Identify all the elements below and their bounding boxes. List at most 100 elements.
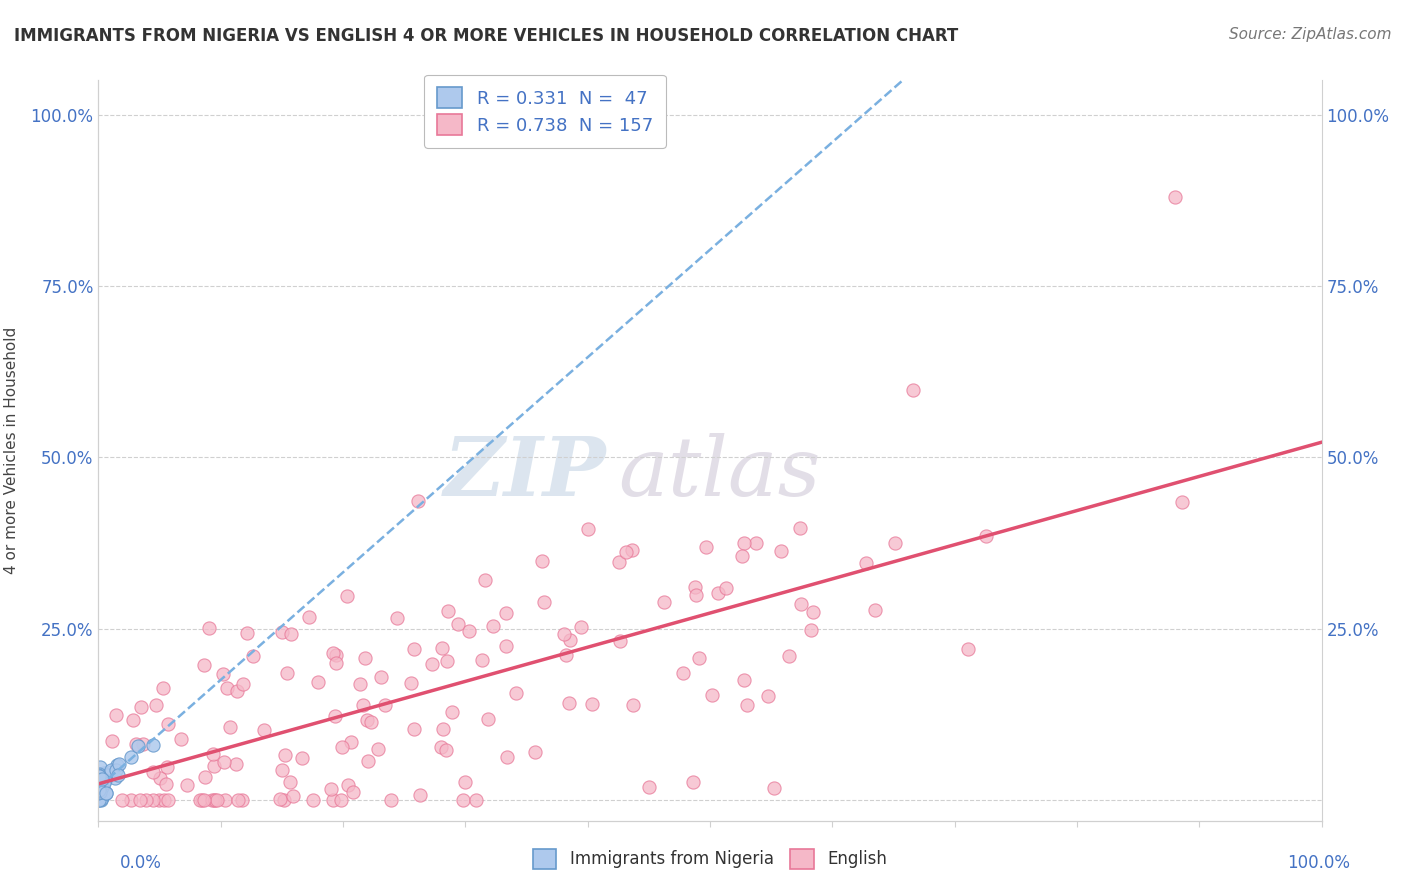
Point	[451, 793, 474, 807]
Point	[129, 793, 152, 807]
Point	[325, 657, 347, 671]
Point	[367, 742, 389, 756]
Point	[202, 793, 225, 807]
Point	[148, 793, 170, 807]
Point	[225, 756, 247, 771]
Point	[353, 650, 375, 665]
Point	[770, 543, 793, 558]
Point	[108, 756, 131, 771]
Point	[273, 793, 295, 807]
Point	[149, 771, 172, 785]
Y-axis label: 4 or more Vehicles in Household: 4 or more Vehicles in Household	[4, 326, 20, 574]
Point	[374, 698, 396, 713]
Point	[87, 793, 110, 807]
Point	[406, 493, 429, 508]
Point	[883, 535, 905, 549]
Point	[437, 604, 460, 618]
Point	[89, 772, 111, 786]
Point	[226, 793, 249, 807]
Point	[763, 780, 786, 795]
Point	[198, 621, 221, 635]
Point	[100, 765, 122, 780]
Point	[120, 793, 142, 807]
Point	[142, 793, 165, 807]
Point	[142, 739, 165, 753]
Point	[170, 731, 193, 746]
Point	[733, 535, 755, 549]
Point	[339, 735, 361, 749]
Point	[281, 789, 304, 803]
Point	[432, 722, 454, 736]
Point	[745, 536, 768, 550]
Point	[100, 734, 122, 748]
Point	[505, 686, 527, 700]
Point	[91, 782, 114, 797]
Point	[319, 782, 342, 797]
Point	[1164, 190, 1187, 204]
Point	[477, 712, 499, 726]
Point	[120, 750, 142, 764]
Point	[352, 698, 374, 712]
Point	[135, 793, 157, 807]
Point	[87, 779, 110, 793]
Point	[700, 688, 723, 702]
Point	[672, 666, 695, 681]
Point	[685, 580, 707, 594]
Legend: Immigrants from Nigeria, English: Immigrants from Nigeria, English	[526, 843, 894, 875]
Point	[278, 775, 301, 789]
Point	[524, 745, 547, 759]
Point	[901, 383, 924, 397]
Point	[330, 740, 353, 755]
Point	[430, 740, 453, 755]
Text: 0.0%: 0.0%	[120, 855, 162, 872]
Point	[127, 739, 149, 753]
Point	[129, 699, 152, 714]
Text: ZIP: ZIP	[443, 433, 606, 513]
Point	[87, 768, 110, 782]
Point	[555, 648, 578, 662]
Point	[533, 595, 555, 609]
Point	[111, 793, 134, 807]
Point	[202, 747, 225, 761]
Point	[402, 722, 425, 736]
Point	[402, 641, 425, 656]
Point	[155, 777, 177, 791]
Point	[142, 764, 165, 779]
Point	[706, 586, 728, 600]
Point	[621, 542, 644, 557]
Point	[349, 677, 371, 691]
Point	[94, 786, 117, 800]
Point	[458, 624, 481, 639]
Point	[87, 767, 110, 781]
Point	[152, 681, 174, 695]
Point	[91, 772, 114, 787]
Point	[325, 709, 347, 723]
Point	[495, 639, 517, 653]
Point	[153, 793, 176, 807]
Point	[581, 697, 603, 711]
Point	[94, 773, 117, 788]
Point	[89, 760, 111, 774]
Point	[125, 737, 148, 751]
Point	[214, 793, 236, 807]
Point	[531, 554, 554, 568]
Point	[471, 653, 494, 667]
Point	[778, 649, 800, 664]
Point	[298, 609, 321, 624]
Point	[336, 589, 359, 603]
Point	[90, 769, 112, 783]
Point	[93, 776, 115, 790]
Point	[87, 769, 110, 783]
Point	[271, 625, 294, 640]
Point	[232, 677, 254, 691]
Point	[280, 626, 302, 640]
Point	[89, 793, 111, 807]
Point	[385, 611, 408, 625]
Point	[481, 618, 503, 632]
Point	[695, 540, 717, 554]
Point	[432, 640, 454, 655]
Point	[89, 778, 111, 792]
Point	[87, 782, 110, 797]
Point	[731, 549, 754, 564]
Point	[193, 657, 215, 672]
